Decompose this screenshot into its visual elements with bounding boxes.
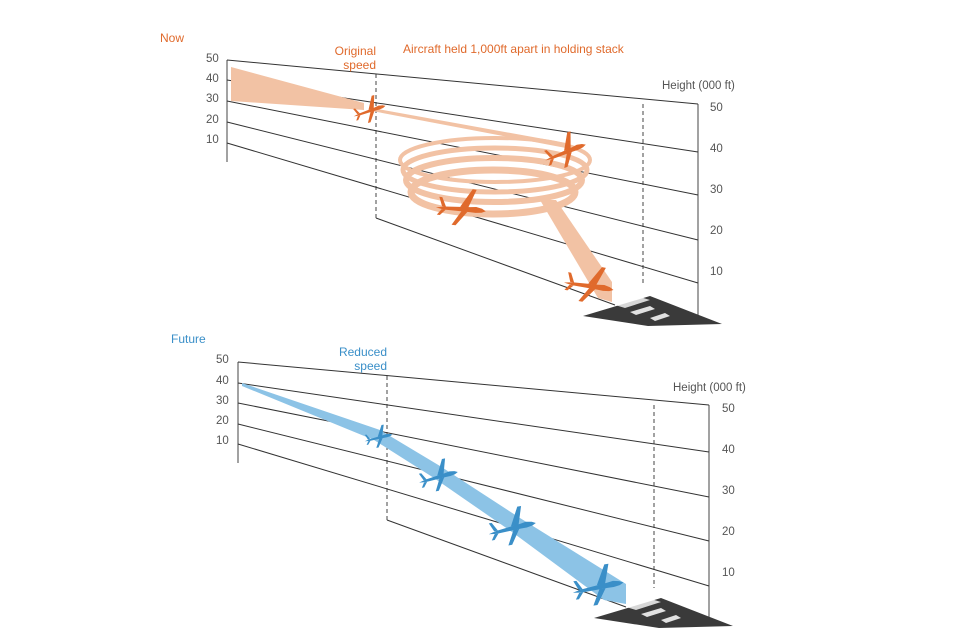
now-annotation: Aircraft held 1,000ft apart in holding s… [403,42,625,56]
now-right-tick-50: 50 [710,102,723,114]
future-grid-30 [237,402,710,498]
now-speed-label-line1: Original [335,44,376,58]
future-right-tick-20: 20 [722,526,735,538]
now-left-tick-20: 20 [206,114,219,126]
future-descent-trail [242,383,626,604]
future-grid-50 [237,361,710,406]
now-right-tick-30: 30 [710,184,723,196]
now-left-tick-10: 10 [206,134,219,146]
future-right-tick-30: 30 [722,485,735,497]
now-left-tick-40: 40 [206,73,219,85]
future-right-tick-10: 10 [722,567,735,579]
future-left-tick-10: 10 [216,435,229,447]
future-label: Future [171,332,206,346]
now-panel: Now 50 40 30 20 10 Height (000 ft) 50 40… [160,31,735,326]
now-ground-line [375,217,616,306]
now-airplane-icon-1 [349,92,389,127]
future-ground-line [386,519,627,608]
now-right-tick-40: 40 [710,143,723,155]
future-right-tick-50: 50 [722,403,735,415]
now-label: Now [160,31,184,45]
future-right-tick-40: 40 [722,444,735,456]
now-right-tick-10: 10 [710,266,723,278]
now-height-axis-label: Height (000 ft) [662,80,735,92]
now-left-tick-50: 50 [206,53,219,65]
future-grid-10 [237,443,710,587]
future-speed-label-line1: Reduced [339,345,387,359]
now-right-tick-20: 20 [710,225,723,237]
future-left-tick-20: 20 [216,415,229,427]
now-final-trail [540,200,612,302]
future-grid-40 [237,382,710,453]
now-grid-50 [226,59,699,105]
now-holding-stack [398,136,592,218]
future-runway [594,598,733,628]
future-left-tick-30: 30 [216,395,229,407]
future-height-axis-label: Height (000 ft) [673,382,746,394]
now-approach-trail [231,67,364,110]
future-left-tick-40: 40 [216,375,229,387]
now-left-tick-30: 30 [206,93,219,105]
now-speed-label-line2: speed [343,58,376,72]
future-speed-label-line2: speed [354,359,387,373]
future-panel: Future 50 40 30 20 10 Height (000 ft) 50… [171,332,746,628]
future-grid-20 [237,423,710,542]
future-left-tick-50: 50 [216,354,229,366]
now-runway [583,296,722,326]
